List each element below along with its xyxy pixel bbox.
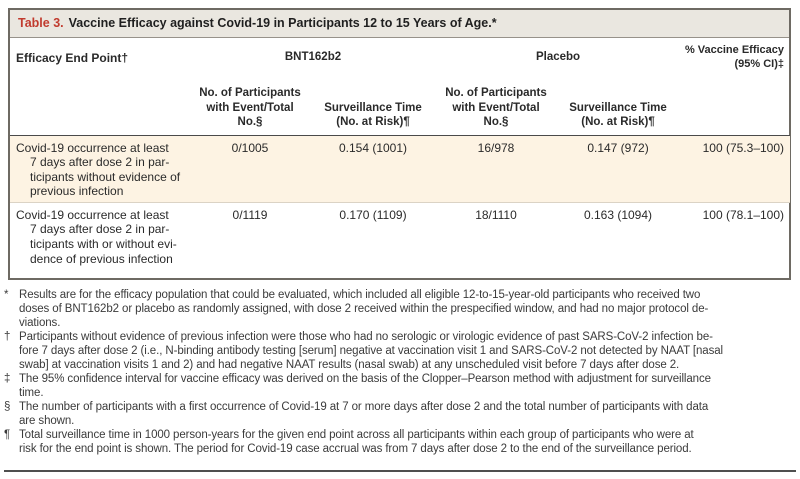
table-box: Table 3. Vaccine Efficacy against Covid-1… — [8, 8, 791, 281]
table-title: Table 3. Vaccine Efficacy against Covid-1… — [10, 10, 789, 38]
table-title-text: Vaccine Efficacy against Covid-19 in Par… — [68, 16, 497, 30]
footnote-text: The 95% confidence interval for vaccine … — [19, 373, 711, 399]
cell-bnt-events: 0/1005 — [190, 135, 310, 203]
table-header: Efficacy End Point† BNT162b2 Placebo % V… — [10, 38, 791, 136]
footnote-text: Total surveillance time in 1000 person-y… — [19, 429, 694, 455]
cell-placebo-events: 18/1110 — [475, 207, 517, 222]
header-row-groups: Efficacy End Point† BNT162b2 Placebo % V… — [10, 38, 791, 136]
cell-bnt-surveillance: 0.154 (1001) — [310, 135, 436, 203]
column-header-endpoint: Efficacy End Point† — [10, 38, 190, 136]
cell-bnt-events: 0/1119 — [232, 207, 268, 222]
column-header-bnt-events: No. of Participants with Event/Total No.… — [190, 86, 310, 136]
footnote-pilcrow: ¶ Total surveillance time in 1000 person-… — [4, 428, 796, 456]
footnote-symbol: § — [4, 401, 11, 413]
footnote-asterisk: * Results are for the efficacy population… — [4, 288, 796, 330]
footnote-text: Participants without evidence of previou… — [19, 331, 723, 371]
bottom-rule — [4, 470, 796, 472]
cell-vaccine-efficacy: 100 (75.3–100) — [680, 135, 791, 203]
efficacy-table: Efficacy End Point† BNT162b2 Placebo % V… — [10, 38, 791, 278]
column-header-placebo-surveillance: Surveillance Time (No. at Risk)¶ — [556, 86, 681, 136]
cell-placebo-surveillance: 0.147 (972) — [556, 135, 681, 203]
column-header-placebo-events: No. of Participants with Event/Total No.… — [436, 86, 556, 136]
footnote-double-dagger: ‡ The 95% confidence interval for vaccine… — [4, 372, 796, 400]
group-header-bnt162b2: BNT162b2 — [284, 51, 342, 63]
cell-placebo-events: 16/978 — [436, 135, 556, 203]
footnote-text: Results are for the efficacy population … — [19, 289, 709, 329]
header-row-subcolumns: No. of Participants with Event/Total No.… — [10, 86, 790, 136]
cell-bnt-surveillance: 0.170 (1109) — [339, 207, 407, 222]
footnote-text: The number of participants with a first … — [19, 401, 709, 427]
footnote-dagger: † Participants without evidence of previo… — [4, 330, 796, 372]
cell-endpoint: Covid-19 occurrence at least 7 days afte… — [16, 207, 177, 266]
table-row-with-or-without-prior-infection: Covid-19 occurrence at least 7 days afte… — [10, 202, 790, 278]
cell-placebo-surveillance: 0.163 (1094) — [583, 207, 653, 222]
footnotes: * Results are for the efficacy population… — [4, 288, 796, 456]
table-row-without-prior-infection: Covid-19 occurrence at least 7 days afte… — [10, 135, 791, 203]
column-header-vaccine-efficacy: % Vaccine Efficacy (95% CI)‡ — [680, 38, 791, 136]
footnote-symbol: ¶ — [4, 429, 11, 441]
cell-vaccine-efficacy: 100 (78.1–100) — [702, 207, 785, 222]
table-body: Covid-19 occurrence at least 7 days afte… — [10, 135, 791, 278]
column-header-bnt-surveillance: Surveillance Time (No. at Risk)¶ — [310, 86, 436, 136]
table-number-label: Table 3. — [18, 16, 64, 30]
footnote-symbol: * — [4, 289, 9, 301]
group-header-placebo: Placebo — [535, 51, 581, 63]
cell-endpoint: Covid-19 occurrence at least 7 days afte… — [10, 135, 190, 203]
footnote-section: § The number of participants with a first… — [4, 400, 796, 428]
footnote-symbol: † — [4, 331, 11, 343]
footnote-symbol: ‡ — [4, 373, 11, 385]
